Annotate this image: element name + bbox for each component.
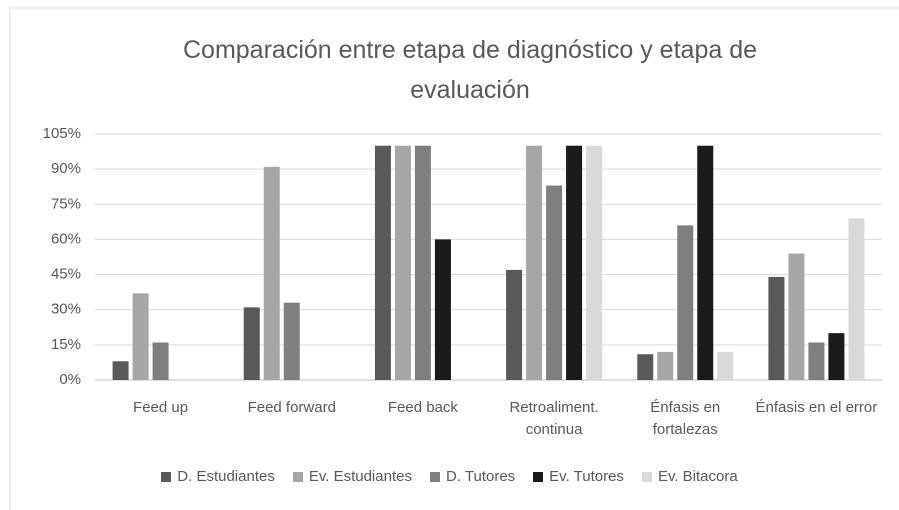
chart-title: Comparación entre etapa de diagnóstico y… (183, 36, 757, 104)
y-tick-label: 75% (51, 195, 81, 212)
legend-label: D. Tutores (445, 468, 516, 485)
x-tick-label: Retroaliment. continua (509, 399, 599, 438)
bar (717, 351, 734, 380)
y-tick-label: 30% (51, 301, 81, 318)
x-tick-label: Feed forward (247, 399, 336, 416)
y-tick-label: 60% (51, 230, 81, 247)
legend-label: Ev. Bitacora (657, 468, 738, 485)
bar (414, 145, 431, 380)
bar (828, 333, 845, 380)
legend-item: Ev. Estudiantes (292, 468, 412, 485)
legend-item: Ev. Tutores (533, 468, 624, 485)
bar (788, 253, 805, 380)
bar (374, 145, 391, 380)
bar (848, 218, 865, 380)
y-tick-label: 105% (43, 125, 81, 142)
bar (566, 145, 583, 380)
legend-item: D. Estudiantes (161, 468, 275, 485)
y-tick-label: 45% (51, 266, 81, 283)
x-tick-label: Énfasis en el error (755, 399, 878, 416)
legend-label: Ev. Tutores (549, 468, 624, 485)
y-tick-label: 90% (51, 160, 81, 177)
chart-border (9, 7, 899, 510)
bar (637, 354, 654, 380)
bar (394, 145, 411, 380)
legend: D. Estudiantes Ev. Estudiantes D. Tutores E… (0, 468, 899, 485)
bar (263, 166, 280, 380)
x-tick-label: Feed back (387, 399, 458, 416)
bar (243, 307, 260, 380)
bar (697, 145, 714, 380)
bar (526, 145, 543, 380)
legend-swatch (533, 471, 544, 482)
bar (152, 342, 169, 380)
legend-label: Ev. Estudiantes (308, 468, 412, 485)
y-tick-label: 0% (59, 371, 81, 388)
legend-swatch (292, 471, 303, 482)
legend-item: D. Tutores (429, 468, 516, 485)
legend-item: Ev. Bitacora (641, 468, 738, 485)
bar (283, 302, 300, 380)
bar (677, 225, 694, 380)
legend-label: D. Estudiantes (177, 468, 275, 485)
legend-swatch (161, 471, 172, 482)
legend-swatch (641, 471, 652, 482)
y-tick-label: 15% (51, 336, 81, 353)
bar (132, 293, 149, 380)
x-tick-label: Feed up (133, 399, 189, 416)
bar (808, 342, 825, 380)
bar (546, 185, 563, 380)
bar (586, 145, 603, 380)
bar (506, 269, 523, 380)
bar (657, 351, 674, 380)
bar (434, 239, 451, 380)
x-tick-label: Énfasis en fortalezas (650, 399, 721, 438)
bar (112, 361, 129, 380)
bar (768, 276, 785, 380)
legend-swatch (429, 471, 440, 482)
